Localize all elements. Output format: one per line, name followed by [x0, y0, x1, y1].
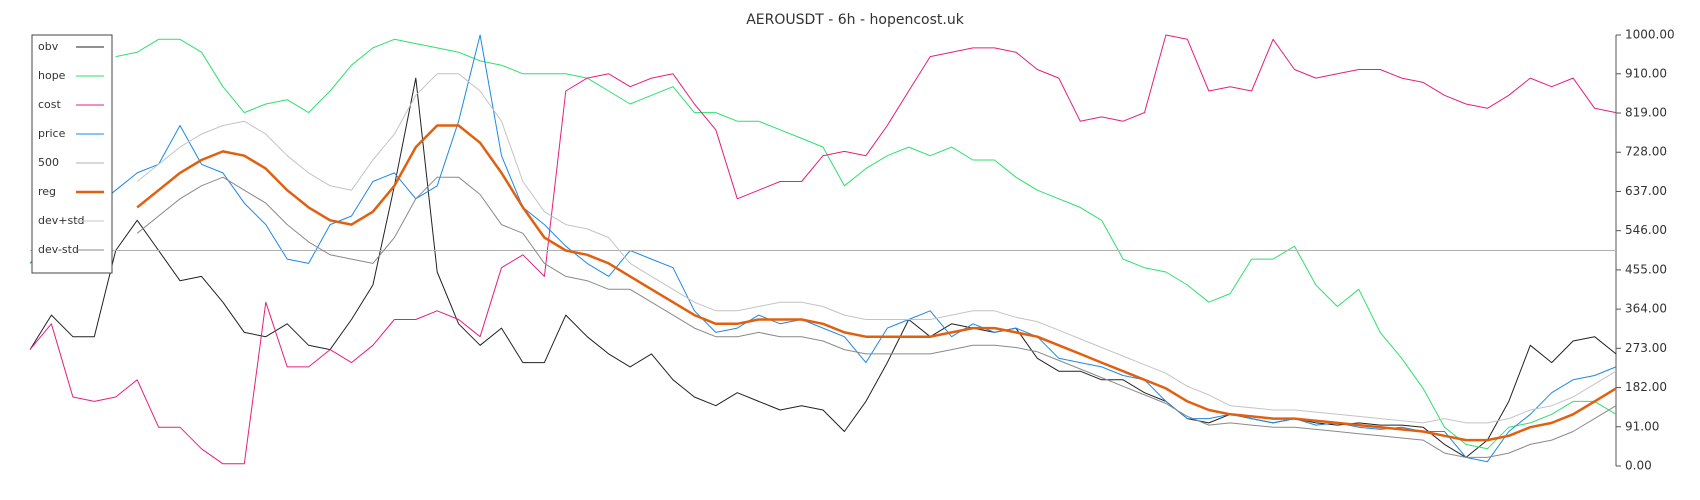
legend-label: obv	[38, 40, 59, 53]
legend-label: 500	[38, 156, 59, 169]
series-line	[136, 124, 1617, 442]
legend-label: hope	[38, 69, 66, 82]
legend-label: dev+std	[38, 214, 85, 227]
legend-label: cost	[38, 98, 62, 111]
legend-label: reg	[38, 185, 56, 198]
y-tick-label: 637.00	[1625, 184, 1667, 198]
series-line	[29, 77, 1617, 458]
legend-label: price	[38, 127, 66, 140]
y-tick-label: 273.00	[1625, 341, 1667, 355]
series-line	[29, 34, 1617, 463]
y-tick-label: 91.00	[1625, 419, 1659, 433]
y-tick-label: 455.00	[1625, 262, 1667, 276]
y-tick-label: 546.00	[1625, 223, 1667, 237]
series-line	[29, 34, 1617, 465]
y-tick-label: 182.00	[1625, 380, 1667, 394]
legend-box	[31, 34, 113, 274]
y-tick-label: 364.00	[1625, 302, 1667, 316]
series-line	[136, 73, 1617, 424]
y-tick-label: 728.00	[1625, 145, 1667, 159]
y-tick-label: 1000.00	[1625, 28, 1675, 42]
series-line	[136, 176, 1617, 458]
y-tick-label: 0.00	[1625, 459, 1652, 473]
y-tick-label: 910.00	[1625, 66, 1667, 80]
legend: obv hope cost price 500 reg dev+std dev-std	[31, 34, 113, 274]
y-tick-label: 819.00	[1625, 106, 1667, 120]
series-line	[115, 38, 1617, 450]
legend-label: dev-std	[38, 243, 79, 256]
chart-title: AEROUSDT - 6h - hopencost.uk	[746, 12, 965, 28]
